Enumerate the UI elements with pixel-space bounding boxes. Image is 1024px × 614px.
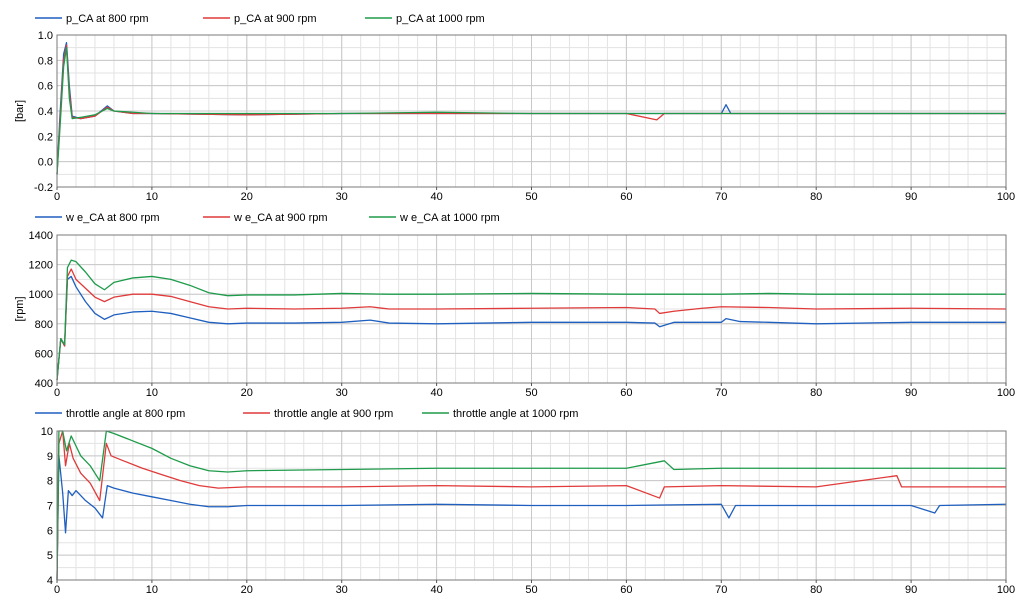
y-tick-label: 6 [47,525,53,537]
chart-panel-3: 0 10 20 30 40 50 60 70 80 90 100 4 5 6 7 8 9 10 throttle a… [35,408,1015,596]
y-axis-label: [bar] [14,100,26,122]
y-tick-label: 5 [47,550,53,562]
y-tick-label: 9 [47,451,53,463]
x-tick-label: 90 [905,584,917,596]
x-tick-label: 50 [525,584,537,596]
series-line-1 [56,455,1007,581]
y-tick-label: 800 [35,319,53,331]
series-line-2 [56,430,1006,581]
x-tick-label: 20 [241,584,253,596]
x-tick-label: 60 [620,387,632,399]
legend-label: w e_CA at 800 rpm [65,212,160,224]
x-tick-label: 70 [715,191,727,203]
y-tick-label: 0.4 [38,106,53,118]
x-tick-label: 30 [336,387,348,399]
y-axis-label: [rpm] [14,296,26,321]
y-tick-label: 400 [35,378,53,390]
y-tick-label: 7 [47,501,53,513]
y-tick-label: 10 [41,426,53,438]
series-line-3 [56,259,1006,381]
x-tick-label: 40 [430,584,442,596]
legend-label: p_CA at 800 rpm [66,13,149,25]
x-tick-label: 10 [146,387,158,399]
y-tick-label: 0.2 [38,131,53,143]
y-tick-label: 0.8 [38,55,53,67]
x-tick-label: 80 [810,191,822,203]
x-tick-label: 30 [336,584,348,596]
x-tick-label: 90 [905,191,917,203]
x-tick-label: 40 [430,191,442,203]
x-tick-label: 60 [620,584,632,596]
x-tick-label: 100 [997,191,1015,203]
y-tick-label: 1000 [29,289,53,301]
x-tick-label: 0 [54,191,60,203]
series-line-1 [56,275,1006,381]
x-tick-label: 70 [715,387,727,399]
x-tick-label: 10 [146,191,158,203]
y-tick-label: -0.2 [34,182,53,194]
x-tick-label: 50 [525,387,537,399]
chart-panel-2: 0 10 20 30 40 50 60 70 80 90 100 400 600 800 1000 1200 1… [14,212,1015,399]
legend-label: p_CA at 900 rpm [234,13,317,25]
y-tick-label: 1.0 [38,30,53,42]
x-tick-label: 20 [241,387,253,399]
chart-panel-1: 0 10 20 30 40 50 60 70 80 90 100 -0.2 0.0 0.2 0.4 0.6 0.… [14,13,1015,203]
x-tick-label: 90 [905,387,917,399]
x-tick-label: 30 [336,191,348,203]
x-tick-label: 0 [54,387,60,399]
y-tick-label: 1400 [29,230,53,242]
series-line-3 [56,47,1006,175]
legend-label: throttle angle at 900 rpm [274,408,393,420]
x-tick-label: 80 [810,584,822,596]
x-tick-label: 80 [810,387,822,399]
x-tick-label: 40 [430,387,442,399]
x-tick-label: 0 [54,584,60,596]
x-tick-label: 100 [997,387,1015,399]
legend-label: throttle angle at 1000 rpm [453,408,578,420]
x-tick-label: 10 [146,584,158,596]
y-tick-label: 1200 [29,260,53,272]
legend-label: throttle angle at 800 rpm [66,408,185,420]
y-tick-label: 0.6 [38,81,53,93]
x-tick-label: 70 [715,584,727,596]
series-line-2 [56,268,1007,381]
legend-label: w e_CA at 1000 rpm [399,212,500,224]
legend-label: p_CA at 1000 rpm [396,13,485,25]
y-tick-label: 4 [47,575,53,587]
legend-label: w e_CA at 900 rpm [233,212,328,224]
y-tick-label: 600 [35,348,53,360]
series-line-3 [56,430,1006,581]
x-tick-label: 100 [997,584,1015,596]
y-tick-label: 8 [47,476,53,488]
x-tick-label: 60 [620,191,632,203]
y-tick-label: 0.0 [38,157,53,169]
x-tick-label: 50 [525,191,537,203]
x-tick-label: 20 [241,191,253,203]
